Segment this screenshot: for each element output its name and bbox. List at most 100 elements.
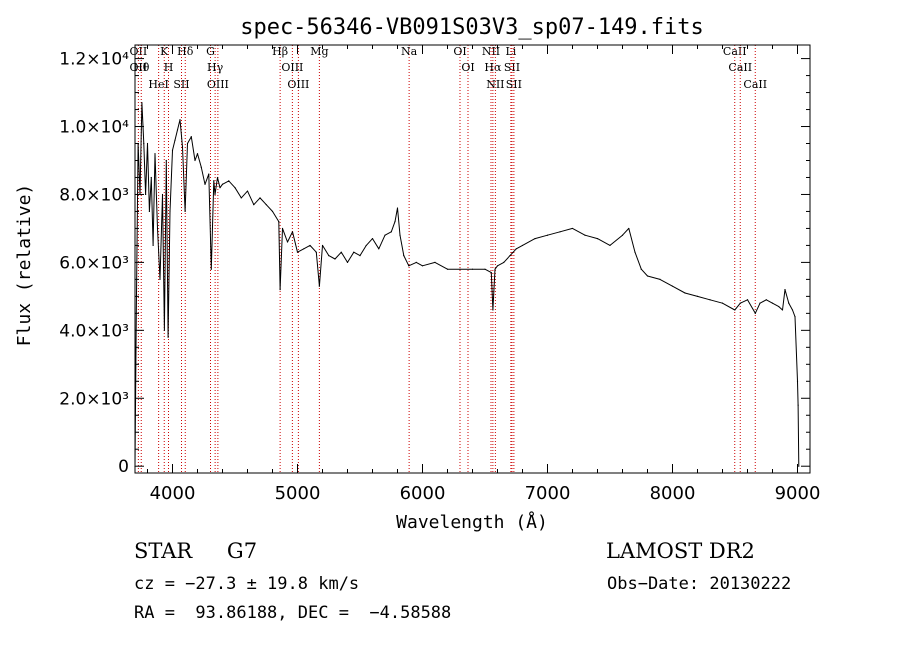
line-label: G [206,45,215,58]
y-tick-label: 2.0×10³ [59,389,129,409]
line-label: OII [130,61,148,74]
data-point [174,139,176,141]
data-point [150,176,152,179]
data-point [286,241,289,243]
coordinates: RA = 93.86188, DEC = −4.58588 [134,603,452,623]
data-point [143,142,145,145]
data-point [181,146,184,148]
data-point [271,210,274,213]
line-label: HeI [148,78,168,91]
data-point [246,190,249,192]
data-point [571,227,574,230]
data-point [278,221,280,223]
data-point [646,275,649,277]
plot-frame [134,44,811,474]
data-point [415,261,417,263]
data-point [234,187,236,189]
data-point [515,248,517,250]
data-point [459,268,461,270]
redshift-cz: cz = −27.3 ± 19.8 km/s [134,574,360,594]
series-layer [134,102,800,467]
series-flux [134,102,800,467]
data-point [321,244,324,247]
data-point [179,119,181,121]
data-point [296,251,299,253]
data-point [584,234,586,236]
line-label: SII [506,78,522,91]
data-point [796,380,799,382]
data-point [145,193,147,196]
object-class: STAR [134,539,193,563]
data-point [163,329,165,331]
data-point [171,149,174,151]
data-point [403,255,405,257]
data-point [156,227,159,230]
data-point [184,210,186,213]
data-point [176,129,179,131]
data-point [509,255,511,257]
line-label: OIII [287,78,309,91]
data-point [797,404,799,406]
data-point [408,265,410,267]
data-point [596,238,599,240]
data-point [784,288,786,291]
data-point [159,278,161,280]
line-label: OII [130,45,148,58]
survey-name: LAMOST DR2 [606,539,755,563]
data-point [169,210,171,213]
data-point [186,142,189,145]
data-point [303,248,305,250]
data-point [521,244,524,247]
data-point [196,153,199,155]
data-point [734,309,736,311]
data-point [696,295,699,297]
line-label: CaII [743,78,767,91]
data-point [279,288,281,291]
data-point [754,312,756,314]
data-point [798,465,800,467]
data-point [503,261,505,263]
x-axis-label: Wavelength (Å) [396,511,548,533]
data-point [746,299,749,301]
data-point [794,316,796,318]
data-point [334,258,336,260]
data-point [739,302,741,304]
data-point [346,261,349,263]
line-label: K [160,45,169,58]
data-point [214,193,216,196]
data-point [421,265,424,267]
data-point [709,299,711,301]
data-point [190,136,192,138]
data-point [221,183,224,185]
data-point [167,336,169,338]
line-label: Hθ [133,61,150,74]
data-point [484,268,486,270]
line-label: Hα [484,61,502,74]
data-point [791,309,794,311]
y-tick-label: 0 [118,457,129,477]
line-label: OI [453,45,466,58]
x-tick-label: 7000 [525,483,571,504]
data-point [546,234,549,236]
data-point [671,285,674,287]
y-tick-label: 6.0×10³ [59,253,129,273]
data-point [146,142,149,145]
data-point [384,234,386,236]
data-point [165,159,167,162]
x-tick-label: 9000 [775,483,821,504]
x-tick-label: 6000 [400,483,446,504]
data-point [434,261,436,263]
line-label: OIII [281,61,303,74]
data-point [778,305,780,308]
y-tick-label: 8.0×10³ [59,185,129,205]
data-point [240,197,242,199]
data-point [634,251,636,253]
line-label: CaII [728,61,752,74]
data-point [359,255,361,257]
data-point [788,302,790,304]
data-point [161,193,164,196]
data-point [228,180,230,182]
line-label: Na [401,45,418,58]
